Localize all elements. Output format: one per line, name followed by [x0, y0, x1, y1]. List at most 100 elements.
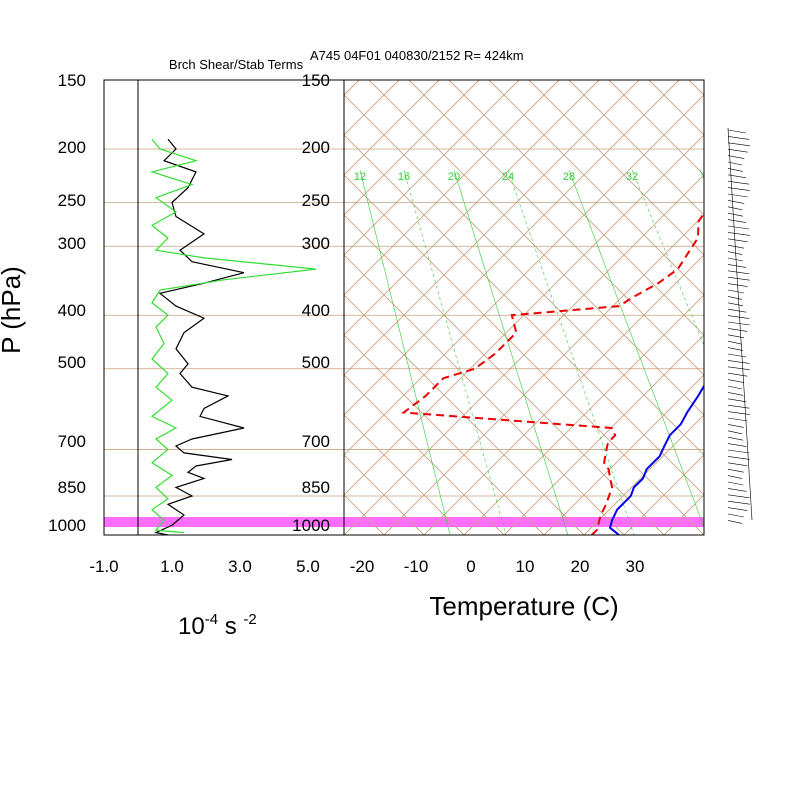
wind-barb	[727, 481, 744, 486]
dry-adiabat-line	[344, 454, 425, 535]
mixing-ratio-labels: 12 16 20 24 28 32	[354, 171, 638, 183]
dewpoint-line	[400, 211, 704, 535]
pressure-label: 300	[302, 234, 330, 253]
x-axis-label: Temperature (C)	[429, 591, 618, 621]
wind-barb	[727, 334, 745, 339]
left-series-group	[149, 138, 317, 535]
left-xtick-label: 3.0	[228, 557, 252, 576]
wind-barb	[727, 193, 748, 198]
wind-barb	[727, 443, 747, 447]
wind-barb	[727, 353, 747, 358]
wind-barb	[727, 257, 744, 262]
mixing-ratio-lines	[359, 169, 704, 535]
isotherm-line	[344, 80, 440, 176]
right-x-tick-labels: -20 -10 0 10 20 30	[350, 557, 645, 576]
wind-barb	[727, 424, 744, 428]
pressure-label: 500	[302, 353, 330, 372]
mixing-ratio-label: 32	[626, 171, 638, 183]
wind-barb	[727, 187, 750, 191]
left-panel-title: Brch Shear/Stab Terms	[169, 57, 304, 72]
wind-barb	[727, 500, 750, 505]
isotherm-line	[344, 174, 704, 535]
isotherm-line	[503, 334, 704, 535]
wind-barb	[727, 417, 748, 422]
isotherm-line	[423, 254, 704, 535]
skewt-background-lines	[0, 80, 800, 535]
unit-exponent-2: -2	[243, 611, 256, 628]
pressure-label: 700	[302, 432, 330, 451]
left-xtick-label: 5.0	[296, 557, 320, 576]
wind-barb	[727, 520, 743, 524]
pressure-label: 850	[302, 478, 330, 497]
right-xtick-label: 20	[571, 557, 590, 576]
dry-adiabat-line	[0, 80, 264, 535]
wind-barb	[727, 360, 750, 364]
dry-adiabat-line	[344, 94, 704, 456]
wind-barb	[727, 296, 743, 300]
mixing-ratio-line	[359, 169, 451, 535]
dry-adiabat-line	[344, 174, 704, 535]
dry-adiabat-line	[344, 414, 465, 535]
wind-barb	[727, 264, 747, 268]
wind-barb	[727, 155, 745, 159]
wind-barb	[727, 225, 750, 230]
temperature-line	[608, 383, 704, 535]
isotherm-line	[703, 534, 704, 535]
wind-barb	[727, 212, 744, 217]
isotherm-line	[583, 414, 704, 535]
dry-adiabat-line	[729, 80, 800, 535]
pressure-label: 850	[58, 478, 86, 497]
wind-barb	[727, 129, 747, 134]
right-plot-frame	[343, 79, 705, 536]
wind-barb	[727, 436, 744, 441]
y-axis-label: P (hPa)	[0, 266, 26, 354]
wind-barb	[727, 398, 747, 403]
isotherm-line	[784, 80, 800, 535]
wind-barb	[727, 507, 748, 511]
isotherm-line	[663, 494, 704, 535]
right-series-group	[400, 211, 704, 535]
pressure-label: 400	[58, 301, 86, 320]
wind-barb	[727, 244, 745, 249]
wind-barb	[727, 513, 744, 518]
dry-adiabat-line	[408, 80, 704, 376]
dry-adiabat-line	[608, 80, 704, 176]
dry-adiabat-line	[344, 214, 665, 535]
wind-barb	[727, 494, 750, 499]
isotherm-line	[344, 94, 704, 456]
mixing-ratio-label: 16	[398, 171, 410, 183]
isotherm-line	[744, 80, 800, 535]
wind-barb	[727, 328, 748, 332]
pressure-label: 200	[302, 138, 330, 157]
wind-barb	[727, 340, 743, 345]
wind-barb	[727, 238, 748, 243]
unit-base: 10	[178, 613, 205, 640]
wind-barb	[727, 468, 744, 473]
wind-barb	[727, 219, 747, 223]
left-panel: Brch Shear/Stab Terms -1.0 1.0 3.0 5.0 1…	[89, 57, 345, 640]
isotherm-line	[543, 374, 704, 535]
wind-barb	[727, 372, 748, 377]
wind-barb	[727, 392, 744, 396]
wind-barb	[727, 276, 750, 281]
barb-staff	[727, 127, 753, 521]
mixing-ratio-line	[568, 169, 704, 528]
wind-barb	[727, 289, 745, 294]
wind-barb	[727, 180, 750, 185]
dry-adiabat-line	[0, 80, 224, 535]
pressure-label: 300	[58, 234, 86, 253]
wind-barb	[727, 232, 750, 236]
mixing-ratio-label: 12	[354, 171, 366, 183]
isotherm-line	[344, 80, 600, 336]
wind-barb	[727, 148, 748, 153]
mixing-ratio-label: 28	[563, 171, 575, 183]
dry-adiabat-line	[344, 334, 545, 535]
mixing-ratio-line	[699, 169, 704, 180]
wind-barb	[727, 321, 750, 326]
dry-adiabat-line	[344, 374, 505, 535]
wind-barb	[727, 200, 745, 204]
dry-adiabat-line	[568, 80, 704, 216]
isotherm-line	[344, 80, 480, 216]
wind-barb	[727, 449, 750, 454]
